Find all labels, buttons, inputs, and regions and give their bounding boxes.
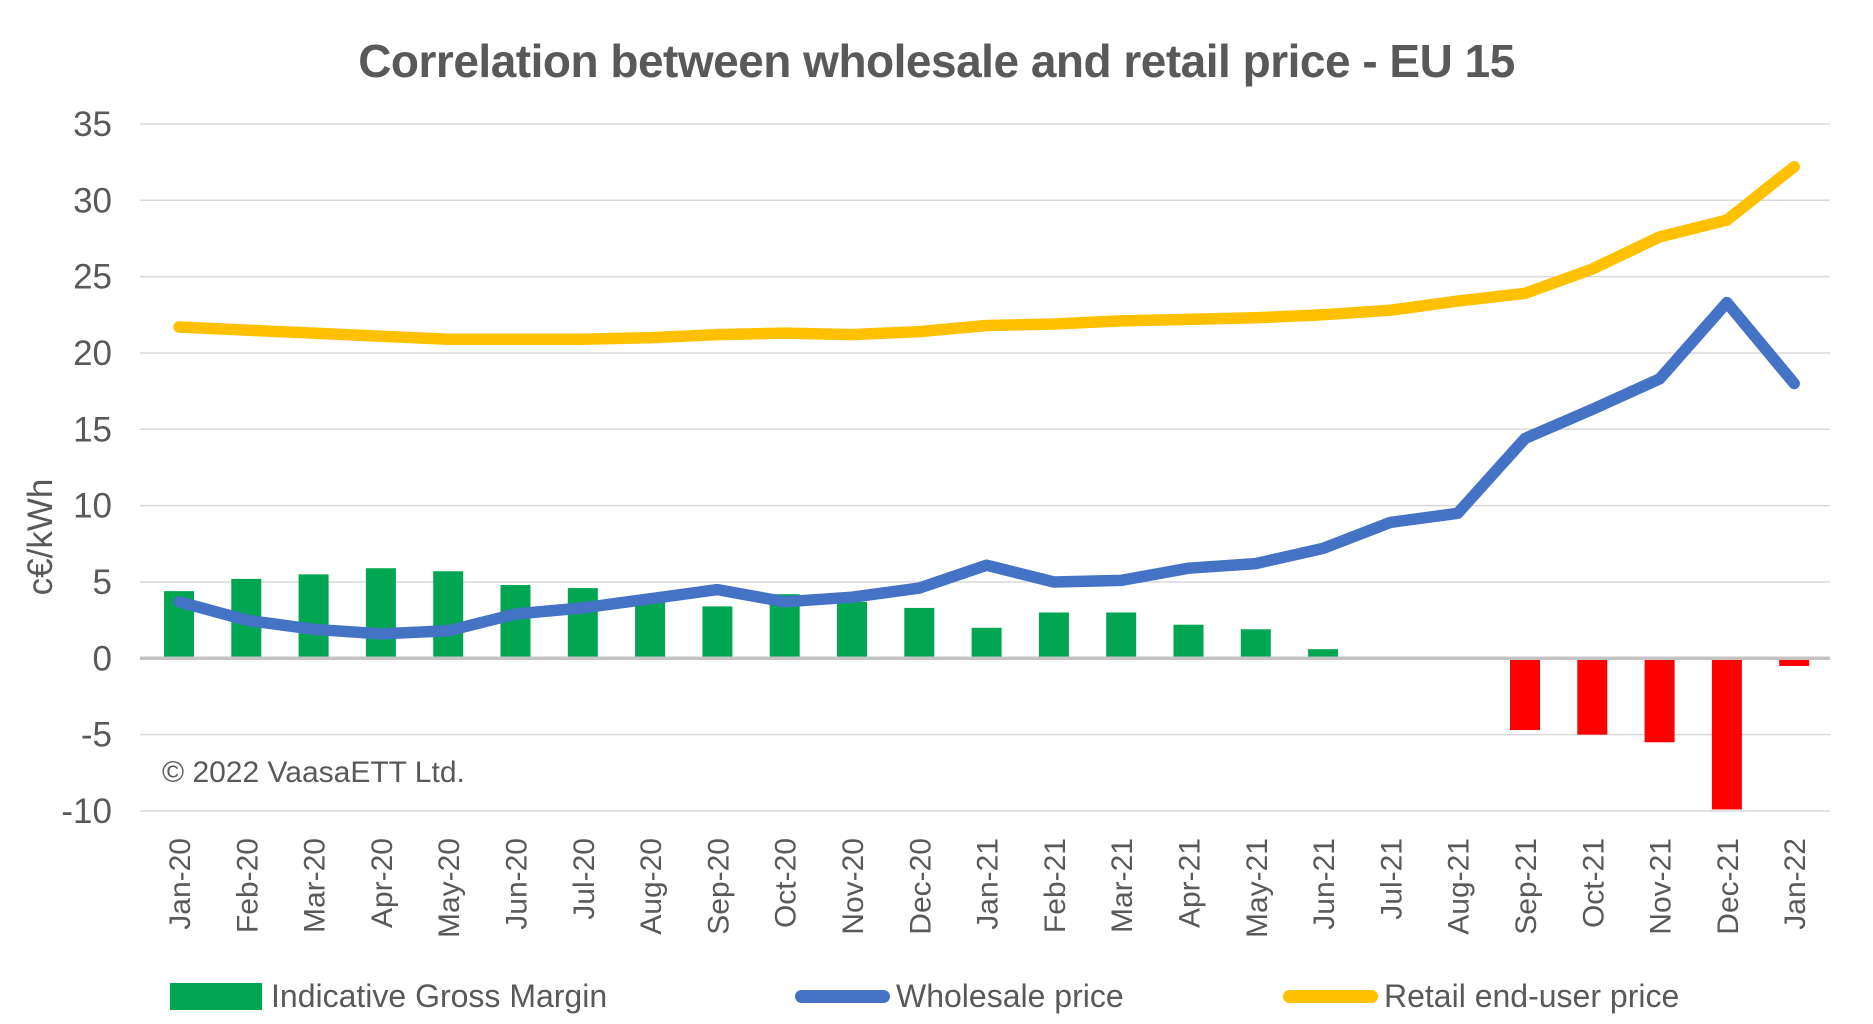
x-tick-label-May-20: May-20 [433,838,466,938]
x-tick-label-Mar-20: Mar-20 [299,838,332,933]
x-tick-label-Apr-21: Apr-21 [1174,838,1207,928]
x-tick-label-Dec-21: Dec-21 [1712,838,1745,935]
chart-legend: Indicative Gross Margin Wholesale price Re… [0,972,1873,1020]
margin-bar-Apr-20 [365,568,396,659]
wholesale-price-line [173,296,1800,640]
y-tick-label--10: -10 [61,792,112,831]
legend-label: Indicative Gross Margin [271,977,608,1014]
legend-label: Retail end-user price [1384,977,1680,1014]
y-tick-label-0: 0 [93,639,112,678]
y-tick-label-15: 15 [73,410,112,449]
x-tick-label-Feb-20: Feb-20 [231,838,264,933]
x-tick-label-Jan-21: Jan-21 [972,838,1005,930]
margin-bar-Nov-20 [837,601,867,659]
margin-bar-Dec-21 [1711,658,1742,810]
x-tick-label-Sep-20: Sep-20 [702,838,735,935]
x-tick-label-Jul-20: Jul-20 [568,838,601,920]
y-tick-label-20: 20 [73,334,112,373]
margin-bar-Feb-21 [1038,612,1069,659]
x-tick-label-Jun-21: Jun-21 [1308,838,1341,930]
y-tick-label-25: 25 [73,258,112,297]
margin-bar-Jan-22 [1779,658,1810,666]
y-axis-title: c€/kWh [21,479,60,596]
retail-end-user-price-line [173,160,1800,345]
y-tick-label-30: 30 [73,181,112,220]
x-tick-label-Nov-20: Nov-20 [837,838,870,935]
x-tick-label-Sep-21: Sep-21 [1510,838,1543,935]
margin-bar-Jun-21 [1308,649,1339,659]
margin-bar-Sep-21 [1510,658,1540,731]
margin-bar-May-21 [1240,629,1271,659]
margin-bar-Mar-21 [1106,612,1137,659]
legend-item-indicative-gross-margin: Indicative Gross Margin [170,972,607,1020]
legend-swatch-line [795,989,890,1003]
margin-bar-Nov-21 [1644,658,1675,743]
x-tick-label-Jun-20: Jun-20 [501,838,534,930]
legend-item-retail-end-user-price: Retail end-user price [1283,972,1679,1020]
margin-bar-Dec-20 [904,607,935,659]
legend-swatch-bar [170,982,262,1010]
margin-bar-May-20 [433,571,464,659]
y-tick-label-10: 10 [73,487,112,526]
margin-bar-Jan-21 [971,627,1002,659]
margin-bar-Mar-20 [298,574,329,659]
margin-bar-Jul-20 [567,588,598,659]
y-tick-label-35: 35 [73,105,112,144]
legend-label: Wholesale price [896,977,1124,1014]
x-tick-label-Apr-20: Apr-20 [366,838,399,928]
y-tick-label-5: 5 [93,563,112,602]
x-tick-label-Jan-20: Jan-20 [164,838,197,930]
margin-bar-Oct-21 [1577,658,1608,735]
x-tick-label-Nov-21: Nov-21 [1645,838,1678,935]
x-tick-label-Feb-21: Feb-21 [1039,838,1072,933]
copyright-note: © 2022 VaasaETT Ltd. [162,756,465,789]
legend-swatch-line [1283,989,1378,1003]
x-tick-label-Aug-21: Aug-21 [1443,838,1476,935]
x-tick-label-Jan-22: Jan-22 [1779,838,1812,930]
legend-item-wholesale-price: Wholesale price [795,972,1124,1020]
x-tick-label-Mar-21: Mar-21 [1106,838,1139,933]
chart-title: Correlation between wholesale and retail… [358,35,1515,87]
margin-bar-Apr-21 [1173,624,1204,659]
y-tick-label--5: -5 [81,716,112,755]
x-tick-label-Oct-21: Oct-21 [1577,838,1610,928]
margin-bar-Aug-20 [635,598,666,659]
x-tick-label-Aug-20: Aug-20 [635,838,668,935]
margin-bar-Sep-20 [702,606,733,659]
x-tick-label-Jul-21: Jul-21 [1375,838,1408,920]
x-tick-label-Dec-20: Dec-20 [904,838,937,935]
x-tick-label-Oct-20: Oct-20 [770,838,803,928]
x-tick-label-May-21: May-21 [1241,838,1274,938]
